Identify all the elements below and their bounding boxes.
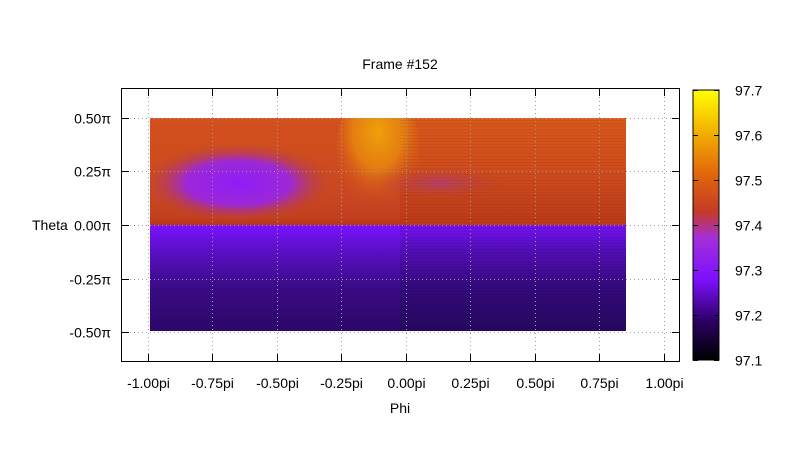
y-tick-label: -0.25π bbox=[69, 272, 111, 288]
heatmap bbox=[150, 118, 626, 331]
colorbar-ticks: 97.7 97.6 97.5 97.4 97.3 97.2 97.1 bbox=[693, 83, 762, 369]
x-tick-label: 0.50pi bbox=[516, 375, 554, 391]
y-tick-label: 0.00π bbox=[74, 218, 111, 234]
x-tick-label: 0.00pi bbox=[387, 375, 425, 391]
heatmap-stripes bbox=[400, 118, 626, 331]
plot-frame bbox=[121, 88, 680, 362]
y-tick-label: -0.50π bbox=[69, 325, 111, 341]
colorbar-tick-label: 97.4 bbox=[735, 218, 762, 234]
y-axis-label: Theta bbox=[32, 217, 68, 233]
x-tick-label: 0.75pi bbox=[580, 375, 618, 391]
x-axis-label: Phi bbox=[390, 400, 410, 416]
x-tick-label: -0.50pi bbox=[256, 375, 299, 391]
grid bbox=[122, 89, 679, 361]
colorbar-tick-label: 97.7 bbox=[735, 83, 762, 99]
x-tick-label: -1.00pi bbox=[127, 375, 170, 391]
x-tick-label: 0.25pi bbox=[451, 375, 489, 391]
colorbar-tick-label: 97.6 bbox=[735, 128, 762, 144]
y-axis-ticks: 0.50π 0.25π 0.00π -0.25π -0.50π bbox=[69, 111, 679, 341]
colorbar-tick-label: 97.1 bbox=[735, 353, 762, 369]
x-tick-label: -0.25pi bbox=[320, 375, 363, 391]
heatmap-low-feature-left bbox=[150, 143, 333, 223]
colorbar-tick-label: 97.2 bbox=[735, 308, 762, 324]
heatmap-region-lower-left bbox=[150, 225, 401, 331]
x-axis-ticks: -1.00pi -0.75pi -0.50pi -0.25pi 0.00pi 0.25pi… bbox=[127, 89, 684, 391]
chart-title: Frame #152 bbox=[362, 56, 438, 72]
y-tick-label: 0.50π bbox=[74, 111, 111, 127]
y-tick-label: 0.25π bbox=[74, 164, 111, 180]
colorbar-tick-label: 97.3 bbox=[735, 263, 762, 279]
x-tick-label: -0.75pi bbox=[191, 375, 234, 391]
x-tick-label: 1.00pi bbox=[645, 375, 683, 391]
colorbar-tick-label: 97.5 bbox=[735, 173, 762, 189]
